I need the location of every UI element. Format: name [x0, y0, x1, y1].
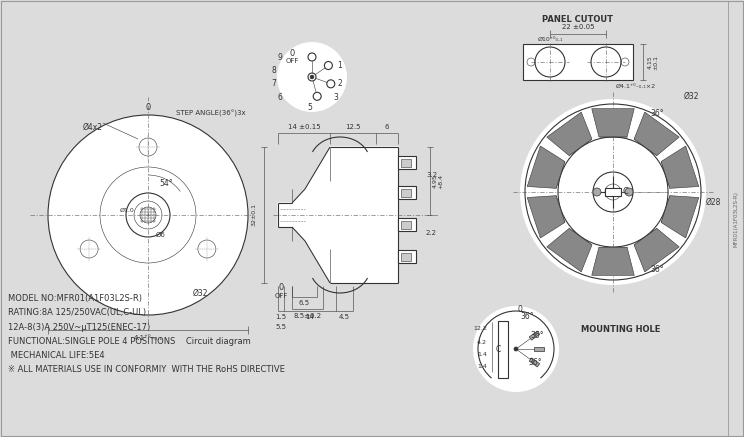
Bar [401, 221, 411, 229]
Circle shape [277, 42, 347, 112]
Polygon shape [533, 347, 544, 351]
Text: 8: 8 [272, 66, 276, 75]
Circle shape [625, 188, 633, 196]
Text: MODEL NO:MFR01(A1F03L2S-R): MODEL NO:MFR01(A1F03L2S-R) [8, 295, 142, 304]
Text: Ø32: Ø32 [192, 288, 208, 298]
Bar [523, 44, 633, 80]
Text: 5.5: 5.5 [275, 324, 286, 330]
Text: OFF: OFF [275, 293, 288, 299]
Text: STEP ANGLE(36°)3x: STEP ANGLE(36°)3x [176, 109, 246, 117]
Bar [498, 320, 508, 378]
Text: 4.15
±0.1: 4.15 ±0.1 [647, 55, 658, 69]
Bar [398, 186, 416, 199]
Text: OFF: OFF [285, 58, 298, 64]
Text: Ø28: Ø28 [705, 198, 721, 207]
Text: 1.4: 1.4 [477, 364, 487, 368]
Text: MECHANICAL LIFE:5E4: MECHANICAL LIFE:5E4 [8, 350, 105, 360]
Text: 36°: 36° [650, 110, 664, 118]
Text: Ø1.0: Ø1.0 [120, 208, 135, 212]
Text: 32±0.1: 32±0.1 [251, 204, 257, 226]
Text: 14: 14 [306, 314, 315, 320]
Bar [401, 253, 411, 261]
Bar [401, 189, 411, 197]
Polygon shape [661, 146, 699, 188]
Text: RATING:8A 125/250VAC(UL,C-UL): RATING:8A 125/250VAC(UL,C-UL) [8, 309, 146, 318]
Text: 2.2: 2.2 [426, 230, 437, 236]
Text: 2: 2 [338, 80, 342, 89]
Text: 4.1⁺⁰₋₀.₁: 4.1⁺⁰₋₀.₁ [133, 335, 162, 341]
Polygon shape [527, 196, 565, 238]
Circle shape [593, 188, 601, 196]
Text: PANEL CUTOUT: PANEL CUTOUT [542, 14, 614, 24]
Bar [401, 159, 411, 167]
Text: 5: 5 [307, 103, 312, 111]
Text: 1.5: 1.5 [275, 314, 286, 320]
Text: 54°: 54° [159, 178, 173, 187]
Bar [398, 218, 416, 231]
Text: 22 ±0.05: 22 ±0.05 [562, 24, 594, 30]
Circle shape [310, 75, 314, 79]
Polygon shape [634, 229, 679, 272]
Circle shape [473, 306, 559, 392]
Text: 14 ±0.15: 14 ±0.15 [288, 124, 321, 130]
Text: 12.5: 12.5 [345, 124, 361, 130]
Text: 36°: 36° [528, 358, 542, 367]
Text: 3: 3 [333, 93, 339, 101]
Bar [398, 250, 416, 263]
Text: FUNCTIONAL:SINGLE POLE 4 POSITIONS    Circuit diagram: FUNCTIONAL:SINGLE POLE 4 POSITIONS Circu… [8, 336, 251, 346]
Text: 0: 0 [145, 103, 150, 111]
Text: 36°: 36° [530, 331, 544, 340]
Polygon shape [278, 147, 398, 283]
Text: Ø10⁺⁰₀.₁: Ø10⁺⁰₀.₁ [537, 36, 562, 42]
Circle shape [520, 99, 706, 285]
Text: 7: 7 [272, 79, 277, 88]
Text: 12.2: 12.2 [473, 326, 487, 331]
Text: 36°: 36° [650, 266, 664, 274]
Text: 8.5±0.2: 8.5±0.2 [293, 313, 321, 319]
Text: 3.2: 3.2 [426, 172, 437, 178]
Polygon shape [529, 331, 539, 340]
Circle shape [48, 115, 248, 315]
Text: 4.2: 4.2 [477, 340, 487, 345]
Text: 0: 0 [289, 49, 295, 58]
Polygon shape [547, 112, 592, 156]
Text: 6: 6 [278, 93, 283, 101]
Text: 4.5: 4.5 [339, 314, 350, 320]
Polygon shape [591, 109, 635, 137]
Polygon shape [529, 358, 539, 367]
Text: MFR01(A1F03L2S-R): MFR01(A1F03L2S-R) [734, 191, 739, 247]
Text: C: C [496, 344, 501, 354]
Polygon shape [527, 146, 565, 188]
Text: 1: 1 [338, 60, 342, 69]
Text: Ø32: Ø32 [683, 91, 699, 101]
Text: 0: 0 [278, 284, 283, 292]
Text: 36°: 36° [521, 312, 534, 321]
Polygon shape [634, 112, 679, 156]
Text: 4.95
+8.4: 4.95 +8.4 [432, 173, 443, 188]
Polygon shape [591, 247, 635, 275]
Text: 6: 6 [385, 124, 389, 130]
Text: 9: 9 [278, 52, 283, 62]
Text: Ø6: Ø6 [156, 232, 166, 238]
Text: 1.4: 1.4 [477, 352, 487, 357]
Polygon shape [547, 229, 592, 272]
Text: MOUNTING HOLE: MOUNTING HOLE [581, 325, 661, 333]
Text: Ø4.1⁺⁰₋₀.₁×2: Ø4.1⁺⁰₋₀.₁×2 [616, 83, 656, 89]
Text: C: C [622, 187, 628, 197]
Text: 6.5: 6.5 [299, 300, 310, 306]
Bar [398, 156, 416, 169]
Text: ※ ALL MATERIALS USE IN CONFORMIY  WITH THE RoHS DIRECTIVE: ※ ALL MATERIALS USE IN CONFORMIY WITH TH… [8, 364, 285, 374]
Circle shape [514, 347, 518, 351]
Text: 12A-8(3)A 250V~μT125(ENEC-17): 12A-8(3)A 250V~μT125(ENEC-17) [8, 323, 150, 332]
Bar [605, 188, 621, 196]
Text: Ø4x2: Ø4x2 [83, 122, 103, 132]
Polygon shape [661, 196, 699, 238]
Text: 0: 0 [518, 305, 522, 314]
